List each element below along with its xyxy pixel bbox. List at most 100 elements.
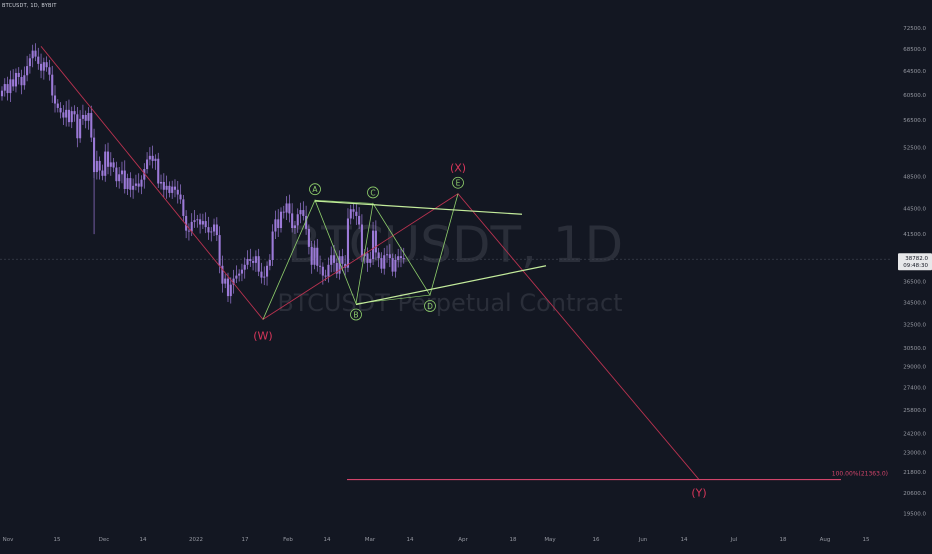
candle-body — [67, 109, 71, 123]
time-tick: Jun — [638, 537, 648, 543]
candle-body — [293, 225, 296, 229]
candle-body — [51, 74, 54, 96]
time-tick: 17 — [242, 537, 249, 543]
candle-body — [310, 246, 313, 265]
candle-body — [176, 189, 179, 195]
price-tick: 48500.0 — [903, 175, 926, 181]
candle-body — [87, 113, 90, 121]
candle-body — [196, 219, 199, 221]
candle-body — [369, 259, 372, 263]
time-tick: 14 — [324, 537, 331, 543]
candle-body — [187, 230, 190, 232]
symbol-title: BTCUSDT, 1D, BYBIT — [2, 3, 57, 9]
time-tick: Apr — [458, 537, 468, 543]
candle-body — [344, 263, 347, 268]
candle-body — [324, 275, 327, 277]
price-tick: 34500.0 — [903, 300, 926, 306]
candle-body — [282, 211, 285, 213]
channel-upper-line — [314, 200, 523, 215]
watermark-symbol: BTCUSDT, 1D — [287, 216, 623, 274]
candle-body — [299, 210, 302, 215]
candle-body — [112, 162, 115, 168]
candle-body — [132, 185, 135, 190]
candle-body — [37, 56, 40, 64]
candle-body — [321, 266, 324, 276]
candle-body — [159, 181, 163, 184]
time-tick: 2022 — [189, 537, 203, 543]
candle-body — [380, 258, 383, 269]
candle-body — [332, 255, 336, 263]
price-tick: 41500.0 — [903, 232, 926, 238]
wave-circle — [367, 186, 379, 199]
candle-body — [226, 278, 230, 297]
candle-body — [316, 247, 319, 266]
price-tick: 60500.0 — [903, 93, 926, 99]
candle-body — [84, 114, 87, 121]
candle-body — [252, 260, 255, 263]
wave-label-d: D — [424, 300, 436, 312]
candle-body — [346, 218, 350, 268]
candle-body — [215, 224, 218, 236]
wave-label-x: (X) — [450, 162, 466, 175]
time-tick: Nov — [3, 537, 14, 543]
candle-body — [193, 220, 196, 222]
wave-circle — [424, 300, 436, 312]
candle-body — [207, 227, 210, 233]
candle-body — [374, 230, 377, 253]
candle-body — [399, 256, 403, 259]
candle-body — [246, 259, 249, 265]
candle-body — [93, 137, 96, 173]
candle-body — [391, 258, 394, 272]
candle-body — [123, 170, 126, 189]
candle-body — [232, 278, 235, 285]
price-tick: 29000.0 — [903, 365, 926, 371]
candle-body — [210, 231, 213, 233]
candle-body — [366, 253, 369, 263]
candle-body — [65, 109, 68, 118]
candles-group — [0, 43, 405, 304]
candle-body — [319, 265, 322, 267]
candle-body — [385, 254, 389, 256]
candle-body — [327, 264, 330, 277]
price-tick: 56500.0 — [903, 118, 926, 124]
candle-body — [285, 203, 288, 213]
candle-body — [199, 219, 202, 225]
candle-body — [257, 256, 260, 272]
candle-body — [377, 252, 380, 259]
candle-body — [56, 103, 59, 108]
time-tick: Mar — [365, 537, 376, 543]
candle-body — [291, 213, 294, 229]
watermark-description: BTCUSDT Perpetual Contract — [277, 289, 622, 317]
price-tick: 20600.0 — [903, 491, 926, 497]
candle-body — [307, 228, 310, 247]
candle-body — [335, 262, 338, 274]
candle-body — [221, 265, 224, 284]
price-tick: 32500.0 — [903, 323, 926, 329]
price-tick: 27400.0 — [903, 386, 926, 392]
candle-body — [402, 258, 405, 260]
candle-body — [140, 179, 143, 187]
wave-letter: A — [312, 185, 318, 194]
candle-body — [271, 231, 274, 260]
time-tick: 14 — [140, 537, 147, 543]
candle-body — [81, 114, 84, 119]
price-tick: 30500.0 — [903, 346, 926, 352]
last-price-value: 38782.0 — [905, 256, 928, 262]
candle-body — [134, 183, 137, 186]
candle-body — [3, 84, 6, 91]
wave-circle — [452, 176, 464, 189]
price-tick: 24200.0 — [903, 431, 926, 437]
candle-body — [120, 170, 124, 175]
candle-body — [62, 112, 65, 118]
candle-body — [118, 174, 121, 182]
candle-body — [154, 158, 157, 161]
candle-body — [48, 67, 51, 75]
candle-body — [305, 215, 308, 229]
abcde-wave-path — [262, 193, 459, 320]
candle-body — [28, 58, 31, 67]
last-price-box — [898, 253, 932, 271]
candle-body — [23, 75, 26, 86]
wave-letter: E — [456, 179, 461, 188]
